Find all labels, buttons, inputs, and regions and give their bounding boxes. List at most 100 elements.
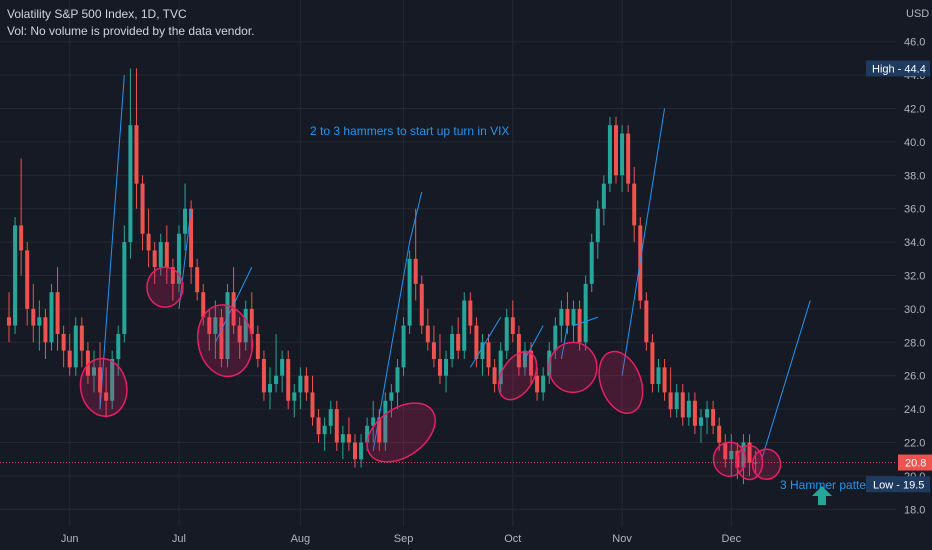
- candle-body[interactable]: [219, 317, 224, 359]
- candle-body[interactable]: [207, 317, 212, 334]
- candle-body[interactable]: [383, 400, 388, 443]
- candle-body[interactable]: [692, 400, 697, 426]
- candle-body[interactable]: [474, 325, 479, 359]
- candle-body[interactable]: [255, 333, 260, 359]
- candle-body[interactable]: [607, 125, 612, 184]
- candle-body[interactable]: [280, 359, 285, 376]
- candle-body[interactable]: [413, 258, 418, 284]
- candle-body[interactable]: [334, 409, 339, 443]
- candle-body[interactable]: [346, 434, 351, 443]
- arrow-up-icon[interactable]: [812, 486, 832, 505]
- candle-body[interactable]: [322, 425, 327, 435]
- candle-body[interactable]: [644, 300, 649, 343]
- candle-body[interactable]: [340, 434, 345, 443]
- candle-body[interactable]: [516, 333, 521, 368]
- candle-body[interactable]: [614, 125, 618, 176]
- hammer-ellipse[interactable]: [548, 341, 598, 394]
- candle-body[interactable]: [401, 325, 406, 368]
- candle-body[interactable]: [231, 292, 236, 326]
- candle-body[interactable]: [316, 417, 321, 435]
- candle-body[interactable]: [583, 283, 588, 343]
- candle-body[interactable]: [85, 350, 90, 376]
- candle-body[interactable]: [662, 367, 667, 393]
- trend-line[interactable]: [621, 108, 666, 376]
- candle-body[interactable]: [717, 425, 722, 443]
- candle-body[interactable]: [365, 425, 370, 443]
- candle-body[interactable]: [437, 359, 442, 376]
- candle-body[interactable]: [377, 417, 382, 443]
- candle-body[interactable]: [620, 133, 625, 176]
- trend-line[interactable]: [214, 266, 253, 343]
- candle-body[interactable]: [140, 183, 145, 234]
- candle-body[interactable]: [674, 392, 679, 410]
- candle-body[interactable]: [274, 375, 279, 385]
- candle-body[interactable]: [741, 442, 746, 468]
- candle-body[interactable]: [43, 317, 48, 343]
- candle-body[interactable]: [7, 317, 11, 326]
- candle-body[interactable]: [565, 308, 570, 326]
- hammer-ellipse[interactable]: [192, 300, 258, 380]
- candle-body[interactable]: [49, 292, 54, 343]
- candle-body[interactable]: [189, 208, 194, 268]
- candle-body[interactable]: [328, 409, 333, 426]
- trend-line[interactable]: [372, 242, 411, 451]
- candle-body[interactable]: [116, 333, 121, 359]
- candle-body[interactable]: [553, 325, 558, 351]
- candle-body[interactable]: [152, 250, 157, 268]
- candle-body[interactable]: [310, 392, 315, 418]
- annotation-hammers-text[interactable]: 2 to 3 hammers to start up turn in VIX: [310, 124, 509, 138]
- trend-lines[interactable]: [99, 75, 811, 460]
- candle-body[interactable]: [395, 367, 400, 393]
- candle-body[interactable]: [462, 300, 467, 351]
- hammer-ellipse[interactable]: [356, 391, 446, 474]
- candle-body[interactable]: [431, 342, 436, 359]
- candle-body[interactable]: [729, 450, 734, 460]
- candle-body[interactable]: [601, 183, 606, 209]
- candle-body[interactable]: [559, 308, 564, 326]
- trend-line[interactable]: [409, 191, 423, 243]
- candle-body[interactable]: [261, 359, 266, 393]
- candle-body[interactable]: [201, 292, 206, 318]
- candle-body[interactable]: [25, 250, 30, 309]
- candle-body[interactable]: [407, 258, 412, 326]
- trend-line[interactable]: [178, 208, 192, 309]
- candle-body[interactable]: [304, 375, 309, 393]
- candle-body[interactable]: [292, 392, 297, 401]
- candle-body[interactable]: [164, 242, 169, 268]
- candle-body[interactable]: [110, 359, 115, 401]
- candle-body[interactable]: [158, 242, 163, 268]
- candle-body[interactable]: [650, 342, 655, 385]
- candle-body[interactable]: [498, 350, 503, 385]
- candle-body[interactable]: [425, 325, 430, 343]
- hammer-ellipse[interactable]: [76, 355, 131, 420]
- candle-body[interactable]: [225, 292, 230, 359]
- candle-body[interactable]: [492, 367, 497, 385]
- candle-body[interactable]: [680, 392, 685, 418]
- candle-body[interactable]: [686, 400, 691, 418]
- candle-body[interactable]: [529, 350, 534, 376]
- candle-body[interactable]: [753, 462, 758, 464]
- candle-body[interactable]: [243, 308, 248, 343]
- candle-body[interactable]: [146, 233, 151, 251]
- candle-body[interactable]: [589, 242, 594, 284]
- candle-body[interactable]: [632, 183, 637, 226]
- hammer-ellipse[interactable]: [591, 345, 650, 419]
- candle-body[interactable]: [79, 325, 84, 351]
- trend-line[interactable]: [469, 316, 502, 368]
- candle-body[interactable]: [535, 375, 540, 393]
- candle-body[interactable]: [468, 300, 473, 326]
- candle-body[interactable]: [389, 392, 394, 401]
- candle-body[interactable]: [668, 392, 673, 410]
- candle-body[interactable]: [723, 442, 728, 460]
- candles[interactable]: [7, 68, 758, 485]
- candle-body[interactable]: [134, 125, 139, 184]
- candle-body[interactable]: [249, 308, 254, 334]
- candle-body[interactable]: [268, 384, 273, 393]
- candle-body[interactable]: [698, 417, 703, 426]
- candle-body[interactable]: [571, 308, 576, 326]
- candle-body[interactable]: [626, 133, 631, 184]
- candle-body[interactable]: [13, 225, 18, 326]
- candle-body[interactable]: [61, 333, 66, 351]
- candle-body[interactable]: [31, 308, 36, 326]
